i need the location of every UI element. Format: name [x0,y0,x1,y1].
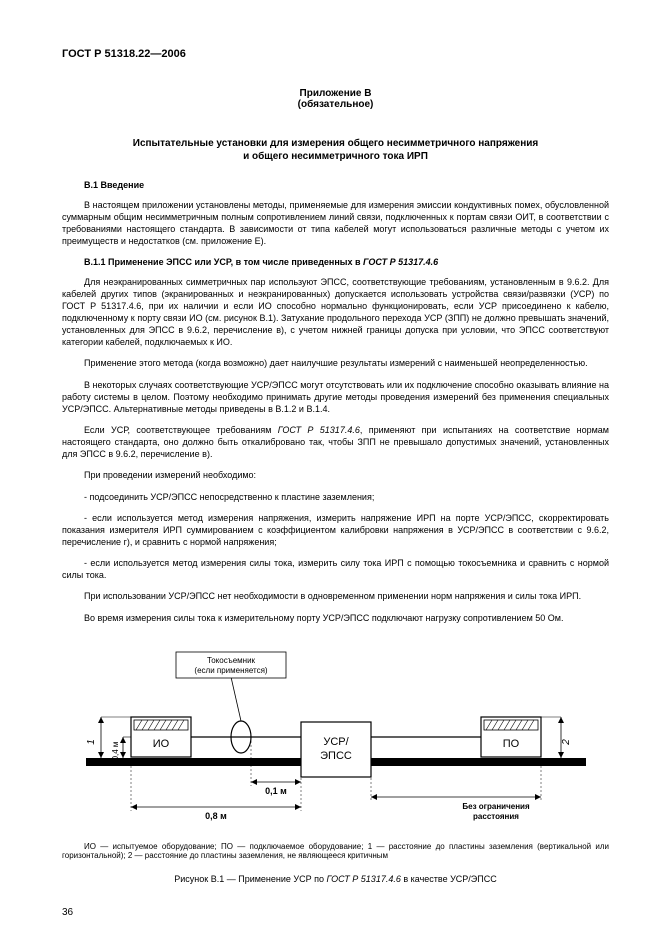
po-label: ПО [502,738,519,750]
dim-01m: 0,1 м [251,737,301,796]
gost-ref: ГОСТ Р 51317.4.6 [363,257,438,267]
svg-text:0,4 м: 0,4 м [111,741,120,760]
gost-ref: ГОСТ Р 51317.4.6 [278,425,360,435]
paragraph: В некоторых случаях соответствующие УСР/… [62,379,609,415]
figure-caption: Рисунок В.1 — Применение УСР по ГОСТ Р 5… [62,874,609,884]
list-item: - подсоединить УСР/ЭПСС непосредственно … [62,491,609,503]
paragraph: При использовании УСР/ЭПСС нет необходим… [62,590,609,602]
paragraph: В настоящем приложении установлены метод… [62,199,609,248]
usr-label-line1: УСР/ [323,736,349,748]
page-number: 36 [62,907,73,918]
subsection-b11: В.1.1 Применение ЭПСС или УСР, в том чис… [62,257,609,267]
svg-text:Без ограничения: Без ограничения [462,802,530,811]
appendix-subtitle: (обязательное) [62,99,609,110]
paragraph: Для неэкранированных симметричных пар ис… [62,276,609,349]
figure-svg: ИО УСР/ ЭПСС ПО Токосъемник [76,642,596,832]
subsection-label: В.1.1 Применение ЭПСС или УСР, в том чис… [84,257,363,267]
appendix-label: Приложение В [62,88,609,99]
caption-text-a: Рисунок В.1 — Применение УСР по [174,874,326,884]
io-label: ИО [152,738,169,750]
svg-text:расстояния: расстояния [473,812,519,821]
svg-text:1: 1 [86,739,97,745]
probe-label-line2: (если применяется) [194,666,268,675]
dim-1: 1 [86,717,131,758]
page-title-line2: и общего несимметричного тока ИРП [62,151,609,162]
figure-b1: ИО УСР/ ЭПСС ПО Токосъемник [62,642,609,884]
page-title-line1: Испытательные установки для измерения об… [62,138,609,149]
gost-ref: ГОСТ Р 51317.4.6 [327,874,401,884]
document-page: ГОСТ Р 51318.22—2006 Приложение В (обяза… [0,0,661,936]
section-head-b1: В.1 Введение [62,180,609,190]
caption-text-b: в качестве УСР/ЭПСС [401,874,497,884]
text-span: Если УСР, соответствующее требованиям [84,425,278,435]
svg-text:0,8 м: 0,8 м [205,811,227,821]
list-item: - если используется метод измерения напр… [62,512,609,548]
paragraph: При проведении измерений необходимо: [62,469,609,481]
svg-text:0,1 м: 0,1 м [265,786,287,796]
dim-2: 2 [541,717,572,758]
svg-text:2: 2 [561,738,572,745]
list-item: - если используется метод измерения силы… [62,557,609,581]
usr-label-line2: ЭПСС [320,750,352,762]
dim-free: Без ограничения расстояния [371,766,541,821]
probe-label-line1: Токосъемник [206,656,255,665]
paragraph: Применение этого метода (когда возможно)… [62,357,609,369]
doc-standard-code: ГОСТ Р 51318.22—2006 [62,48,609,60]
probe-leader [231,677,241,721]
dim-04m: 0,4 м [111,737,131,760]
paragraph: Во время измерения силы тока к измерител… [62,612,609,624]
figure-legend: ИО — испытуемое оборудование; ПО — подкл… [62,842,609,860]
paragraph: Если УСР, соответствующее требованиям ГО… [62,424,609,460]
